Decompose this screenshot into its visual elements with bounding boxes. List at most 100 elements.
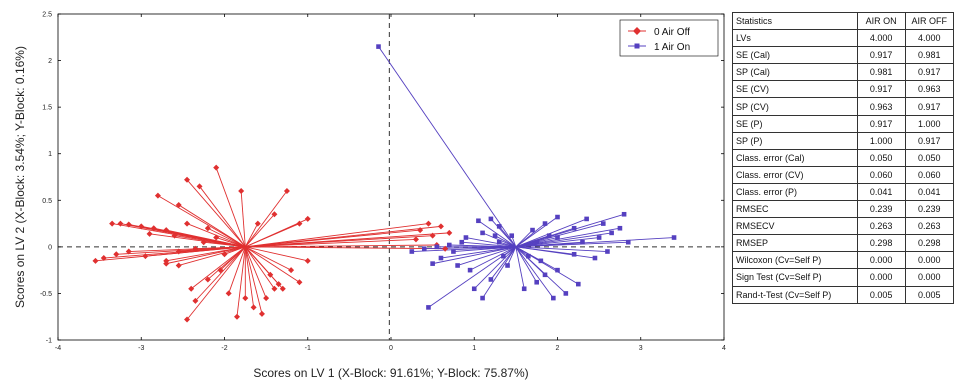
point-air-on [501, 253, 506, 259]
spoke-air-off [236, 246, 246, 317]
spoke-air-off [195, 246, 246, 250]
stats-cell-air-on: 0.917 [856, 46, 906, 65]
stats-cell-air-on: 0.981 [856, 63, 906, 82]
spoke-air-off [166, 229, 246, 248]
point-air-off [175, 201, 182, 208]
stats-cell-air-on: 0.000 [856, 268, 906, 287]
point-air-on [571, 225, 577, 231]
point-air-off [196, 183, 203, 190]
spoke-air-off [244, 223, 259, 248]
spoke-air-on [515, 246, 608, 252]
point-air-on [509, 233, 515, 238]
x-tick-label: 1 [472, 345, 476, 352]
point-air-off [288, 267, 295, 274]
point-air-on [576, 281, 581, 287]
spoke-air-off [240, 190, 246, 247]
spoke-air-on [490, 246, 517, 280]
x-tick-label: 3 [639, 345, 643, 352]
point-air-off [417, 227, 424, 234]
stats-cell-air-off: 0.963 [904, 80, 955, 99]
stats-cell-air-off: 1.000 [904, 114, 955, 133]
legend-label-air-on: 1 Air On [654, 42, 690, 53]
point-air-off [150, 225, 157, 232]
stats-header-statistics: Statistics [732, 11, 858, 31]
spoke-air-off [166, 246, 246, 265]
point-air-on [555, 235, 560, 240]
point-air-on [592, 255, 598, 261]
point-air-off [279, 285, 286, 292]
stats-cell-label: SE (CV) [732, 80, 858, 99]
point-air-on [621, 211, 627, 217]
legend-label-air-off: 0 Air Off [654, 27, 690, 38]
spoke-air-off [220, 246, 246, 271]
point-air-on [617, 225, 623, 231]
point-air-on [488, 216, 494, 222]
spoke-air-off [166, 246, 246, 262]
point-air-off [125, 221, 132, 228]
spoke-air-off [174, 235, 246, 248]
spoke-air-off [245, 246, 300, 283]
point-air-on [409, 249, 415, 254]
point-air-on [600, 221, 606, 226]
spoke-air-off [244, 246, 267, 299]
point-air-on [496, 239, 502, 245]
point-air-on [605, 249, 610, 254]
point-air-off [163, 227, 170, 234]
point-air-on [455, 263, 460, 268]
spoke-air-off [244, 246, 255, 308]
spoke-air-on [461, 241, 516, 248]
point-air-on [496, 224, 502, 229]
point-air-off [113, 251, 120, 258]
spoke-air-off [245, 246, 292, 271]
stats-cell-label: Class. error (CV) [732, 165, 858, 184]
x-tick-label: -3 [138, 345, 144, 352]
spoke-air-on [473, 246, 517, 290]
point-air-on [488, 277, 494, 282]
point-air-off [267, 271, 274, 278]
stats-cell-air-on: 0.239 [856, 200, 906, 219]
stats-cell-air-off: 0.917 [904, 63, 955, 82]
stats-cell-label: Wilcoxon (Cv=Self P) [732, 251, 858, 270]
point-air-off [217, 267, 224, 274]
x-tick-label: 2 [556, 345, 560, 352]
y-axis-label: Scores on LV 2 (X-Block: 3.54%; Y-Block:… [13, 46, 27, 308]
spoke-air-off [244, 246, 275, 290]
point-air-off [175, 262, 182, 269]
plot-area [57, 13, 725, 341]
point-air-on [446, 242, 452, 248]
stats-cell-label: SP (P) [732, 131, 858, 150]
spoke-air-on [453, 246, 516, 252]
legend: 0 Air Off 1 Air On [619, 19, 719, 57]
point-air-on [526, 253, 531, 259]
stats-row: Sign Test (Cv=Self P) 0.000 0.000 [732, 268, 955, 287]
spoke-air-off [244, 190, 288, 248]
point-air-on [376, 44, 381, 49]
stats-cell-label: SP (CV) [732, 97, 858, 116]
spoke-air-on [515, 229, 533, 248]
stats-row: LVs 4.000 4.000 [732, 29, 955, 48]
point-air-on [530, 227, 535, 233]
x-tick-label: -2 [221, 345, 227, 352]
stats-row: RMSEP 0.298 0.298 [732, 234, 955, 253]
stats-row: RMSECV 0.263 0.263 [732, 217, 955, 236]
stats-cell-air-off: 0.050 [904, 148, 955, 167]
point-air-off [225, 290, 232, 297]
spoke-air-off [245, 246, 308, 262]
point-air-off [188, 285, 195, 292]
stats-cell-air-on: 0.298 [856, 234, 906, 253]
spoke-air-on [515, 218, 587, 248]
point-air-off [304, 257, 311, 264]
point-air-off [204, 276, 211, 283]
spoke-air-on [457, 246, 517, 266]
point-air-off [154, 192, 161, 199]
stats-cell-air-on: 0.917 [856, 114, 906, 133]
stats-row: SE (Cal) 0.917 0.981 [732, 46, 955, 65]
point-air-off [271, 211, 278, 218]
point-air-off [100, 255, 107, 262]
stats-cell-label: SP (Cal) [732, 63, 858, 82]
point-air-on [459, 239, 465, 245]
stats-cell-air-on: 4.000 [856, 29, 906, 48]
stats-row: Rand-t-Test (Cv=Self P) 0.005 0.005 [732, 285, 955, 304]
stats-cell-label: SE (Cal) [732, 46, 858, 65]
